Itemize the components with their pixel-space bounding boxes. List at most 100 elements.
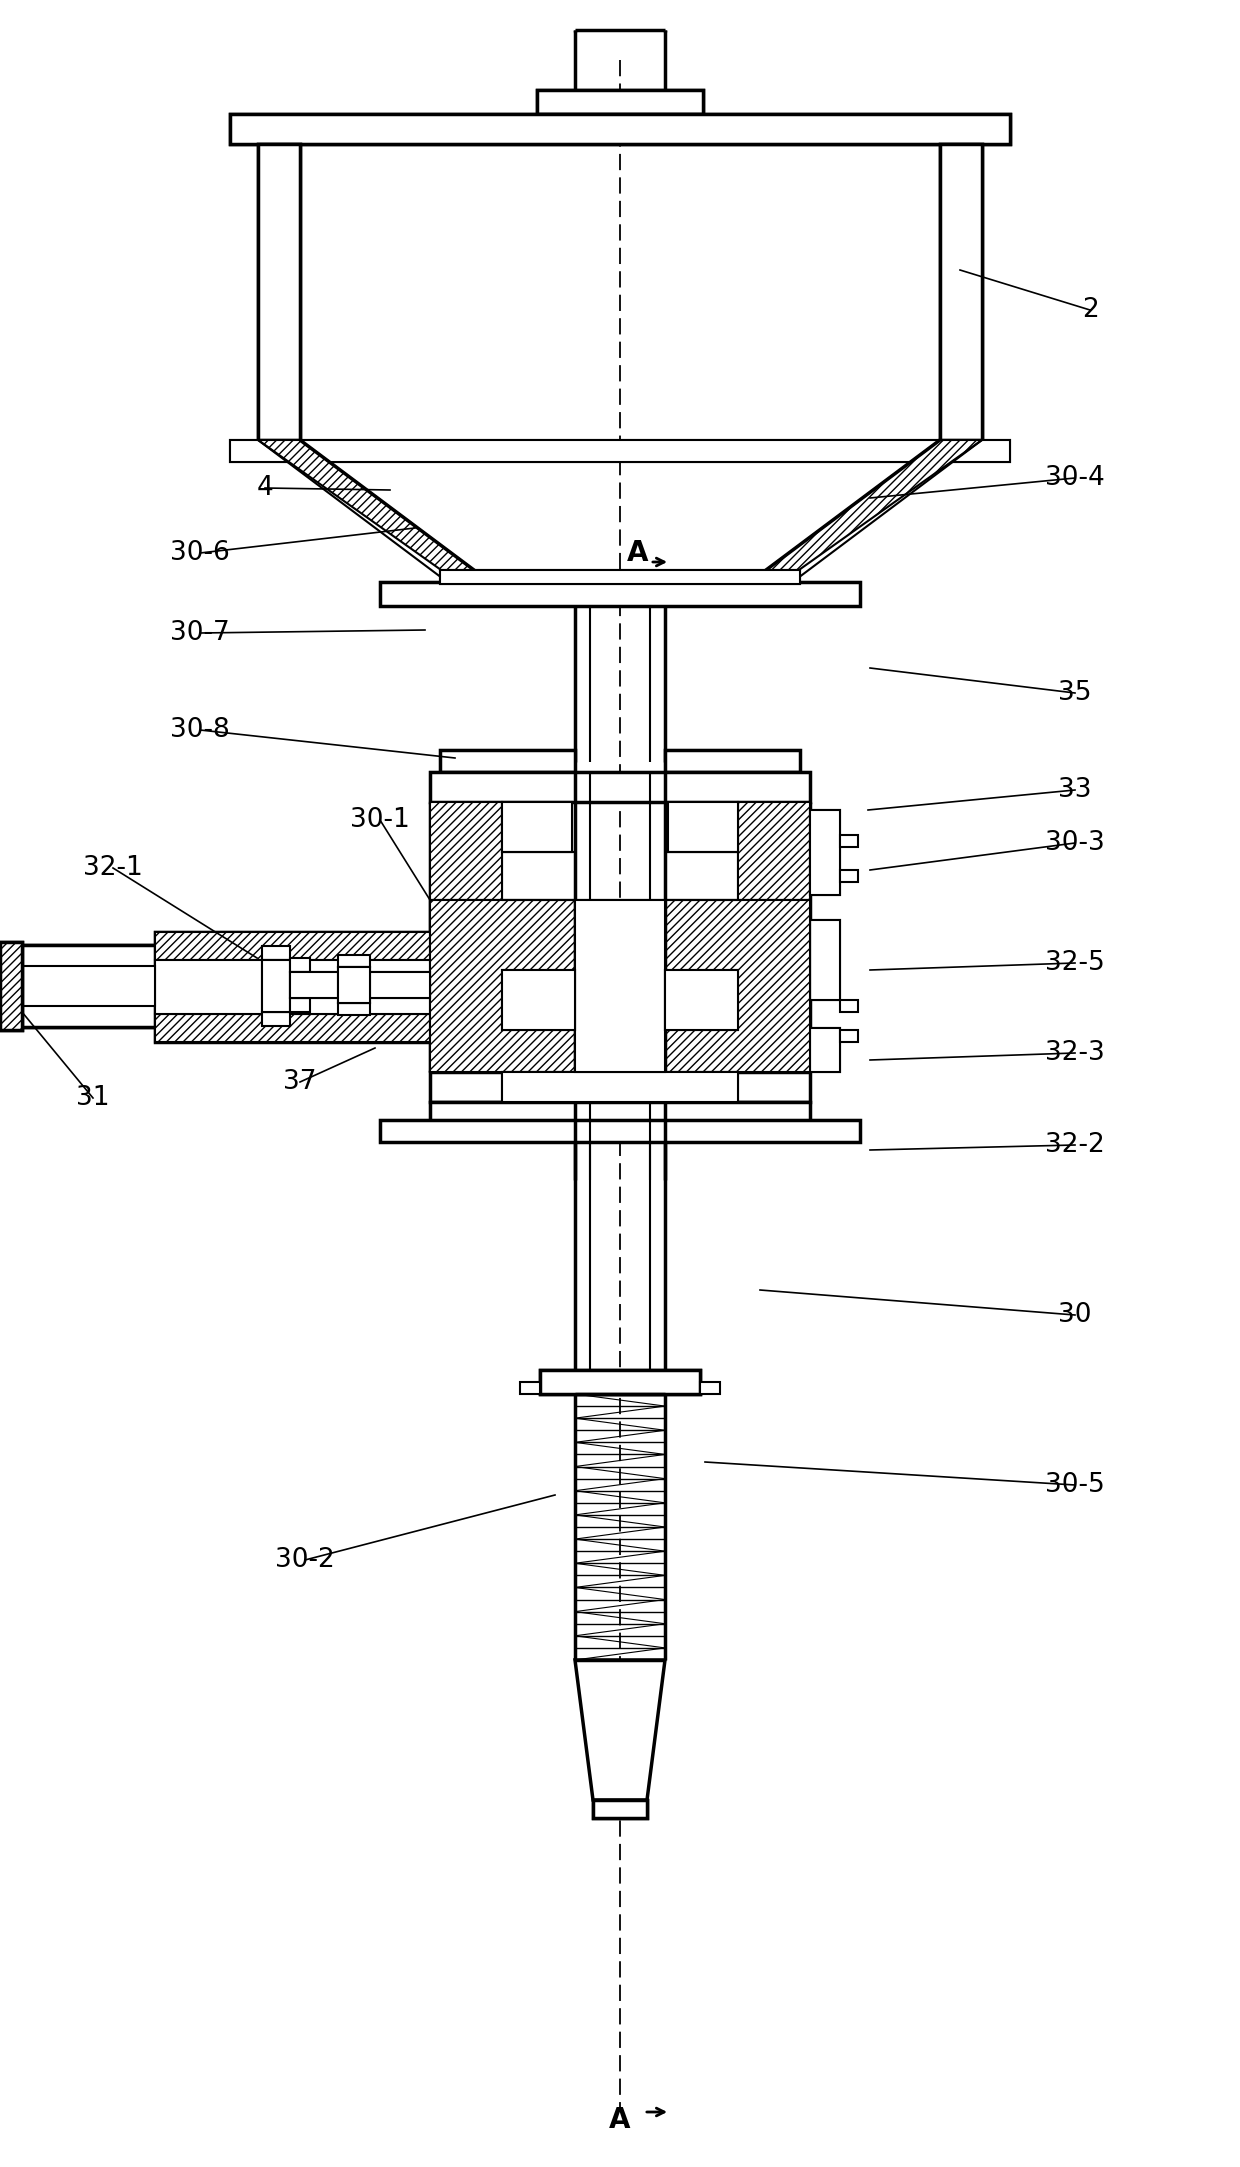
Bar (229, 440, 1011, 462)
Bar (258, 143, 300, 440)
Bar (155, 1014, 430, 1042)
Bar (810, 810, 839, 895)
Bar (665, 899, 810, 1073)
Bar (262, 1012, 290, 1025)
Text: 4: 4 (257, 475, 273, 501)
Bar (0, 945, 155, 1027)
Text: 35: 35 (1058, 680, 1091, 706)
Bar (665, 750, 800, 771)
Text: A: A (627, 540, 649, 568)
Bar (665, 971, 738, 1029)
Bar (839, 869, 858, 882)
Bar (262, 960, 290, 1012)
Bar (430, 771, 810, 802)
Bar (668, 802, 738, 852)
Bar (258, 143, 300, 440)
Text: 30-6: 30-6 (170, 540, 229, 566)
Bar (290, 999, 310, 1012)
Bar (440, 750, 575, 771)
Bar (290, 973, 430, 999)
Bar (339, 956, 370, 966)
Bar (22, 966, 155, 1005)
Bar (155, 932, 430, 1042)
Bar (379, 1120, 861, 1142)
Bar (665, 971, 738, 1029)
Text: 30: 30 (1058, 1302, 1091, 1328)
Bar (440, 570, 800, 583)
Text: 30-3: 30-3 (1045, 830, 1105, 856)
Bar (430, 899, 810, 999)
Bar (339, 966, 370, 1003)
Bar (665, 750, 800, 771)
Bar (440, 750, 575, 771)
Text: 31: 31 (76, 1086, 110, 1112)
Bar (810, 810, 839, 895)
Bar (339, 1003, 370, 1014)
Text: 30-5: 30-5 (1045, 1471, 1105, 1497)
Text: 30-8: 30-8 (170, 717, 229, 743)
Bar (430, 899, 810, 999)
Bar (668, 802, 738, 852)
Bar (701, 1383, 720, 1393)
Bar (229, 440, 1011, 462)
Bar (502, 802, 572, 852)
Bar (440, 570, 800, 583)
Bar (537, 91, 703, 115)
Bar (430, 1103, 810, 1123)
Bar (339, 966, 370, 1003)
Bar (502, 971, 575, 1029)
Bar (839, 1029, 858, 1042)
Bar (502, 1073, 738, 1103)
Bar (430, 802, 502, 1073)
Text: A: A (609, 2106, 631, 2134)
Bar (738, 802, 810, 1073)
Bar (839, 999, 858, 1012)
Text: 32-5: 32-5 (1045, 949, 1105, 975)
Text: 32-2: 32-2 (1045, 1131, 1105, 1157)
Text: 33: 33 (1058, 778, 1091, 804)
Text: 30-4: 30-4 (1045, 466, 1105, 492)
Text: 30-2: 30-2 (275, 1547, 335, 1573)
Bar (229, 115, 1011, 143)
Bar (839, 834, 858, 847)
Bar (575, 899, 665, 1073)
Bar (502, 802, 572, 852)
Bar (502, 971, 575, 1029)
Bar (379, 1120, 861, 1142)
Bar (430, 899, 575, 1073)
Bar (430, 1073, 810, 1103)
Bar (520, 1383, 539, 1393)
Bar (539, 1370, 701, 1393)
Bar (0, 943, 22, 1029)
Bar (262, 947, 290, 960)
Bar (0, 945, 155, 1027)
Bar (155, 932, 430, 1042)
Bar (229, 115, 1011, 143)
Bar (430, 1103, 810, 1123)
Bar (379, 583, 861, 607)
Bar (940, 143, 982, 440)
Text: 32-1: 32-1 (83, 856, 143, 882)
Bar (290, 973, 430, 999)
Bar (0, 943, 22, 1029)
Bar (290, 958, 310, 973)
Polygon shape (575, 1660, 665, 1801)
Bar (810, 1027, 839, 1073)
Bar (430, 771, 810, 802)
Bar (810, 1027, 839, 1073)
Bar (379, 583, 861, 607)
Bar (262, 960, 290, 1012)
Bar (940, 143, 982, 440)
Bar (502, 1073, 738, 1103)
Bar (593, 1801, 647, 1818)
Bar (539, 1370, 701, 1393)
Bar (155, 932, 430, 960)
Bar (593, 1801, 647, 1818)
Text: 37: 37 (283, 1068, 316, 1094)
Text: 30-7: 30-7 (170, 620, 229, 646)
Text: 30-1: 30-1 (350, 806, 410, 832)
Bar (155, 960, 430, 1014)
Polygon shape (258, 440, 490, 583)
Polygon shape (750, 440, 982, 583)
Bar (810, 921, 839, 999)
